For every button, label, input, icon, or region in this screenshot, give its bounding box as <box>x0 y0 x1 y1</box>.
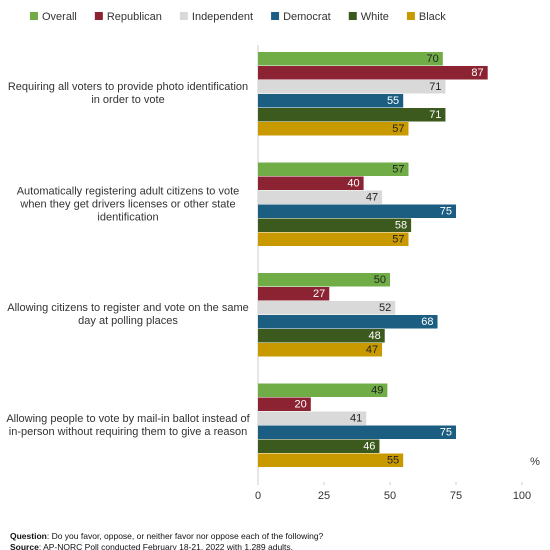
value-label: 87 <box>471 67 483 79</box>
value-label: 71 <box>429 81 441 93</box>
bar <box>258 383 388 397</box>
legend-swatch <box>348 12 357 20</box>
bar <box>258 162 409 176</box>
bar <box>258 397 311 411</box>
bar <box>258 176 364 190</box>
value-label: 55 <box>387 95 399 107</box>
value-label: 47 <box>366 191 378 203</box>
bar <box>258 218 412 232</box>
x-tick-label: 0 <box>255 490 261 502</box>
category-label: Allowing people to vote by mail-in ballo… <box>6 412 250 438</box>
bar <box>258 287 330 301</box>
unit-label: % <box>530 456 540 468</box>
legend-swatch <box>94 12 103 20</box>
bar <box>258 273 390 287</box>
bar <box>258 94 404 108</box>
legend-label: Black <box>419 11 446 23</box>
value-label: 71 <box>429 109 441 121</box>
value-label: 41 <box>350 412 362 424</box>
category-label: Allowing citizens to register and vote o… <box>7 302 249 327</box>
source: Source: AP-NORC Poll conducted February … <box>10 542 294 550</box>
bar <box>258 204 456 218</box>
value-label: 20 <box>295 398 307 410</box>
legend-swatch <box>271 12 280 20</box>
bar <box>258 439 380 453</box>
value-label: 50 <box>374 274 386 286</box>
value-label: 57 <box>392 233 404 245</box>
value-label: 75 <box>440 205 452 217</box>
value-label: 48 <box>368 330 380 342</box>
legend-label: Overall <box>42 11 77 23</box>
legend-label: Democrat <box>283 11 331 23</box>
value-label: 68 <box>421 316 433 328</box>
x-tick-label: 50 <box>384 490 396 502</box>
value-label: 58 <box>395 219 407 231</box>
bar <box>258 232 409 246</box>
footer: Question: Do you favor, oppose, or neith… <box>10 531 323 550</box>
bar <box>258 122 409 136</box>
question: Question: Do you favor, oppose, or neith… <box>10 531 324 541</box>
value-label: 40 <box>347 177 359 189</box>
legend-swatch <box>406 12 415 20</box>
bar <box>258 80 446 94</box>
value-label: 55 <box>387 454 399 466</box>
source-text: AP-NORC Poll conducted February 18-21, 2… <box>43 542 294 550</box>
value-label: 27 <box>313 288 325 300</box>
x-tick-label: 100 <box>513 490 531 502</box>
bar <box>258 411 367 425</box>
question-text: Do you favor, oppose, or neither favor n… <box>51 531 324 541</box>
bar <box>258 52 443 66</box>
legend-label: White <box>361 11 389 23</box>
bar <box>258 108 446 122</box>
legend-swatch <box>179 12 188 20</box>
x-tick-label: 75 <box>450 490 462 502</box>
category-label: Requiring all voters to provide photo id… <box>7 81 249 106</box>
bar <box>258 453 404 467</box>
x-tick-label: 25 <box>318 490 330 502</box>
question-label: Question <box>10 531 47 541</box>
legend-label: Republican <box>107 11 162 23</box>
bar <box>258 315 438 329</box>
bar <box>258 301 396 315</box>
value-label: 70 <box>427 53 439 65</box>
category-label: Automatically registering adult citizens… <box>16 185 240 223</box>
legend-label: Independent <box>192 11 253 23</box>
value-label: 46 <box>363 440 375 452</box>
source-label: Source <box>10 542 39 550</box>
value-label: 49 <box>371 384 383 396</box>
bar <box>258 425 456 439</box>
value-label: 57 <box>392 123 404 135</box>
value-label: 75 <box>440 426 452 438</box>
bar <box>258 66 488 80</box>
bar <box>258 343 383 357</box>
value-label: 47 <box>366 344 378 356</box>
value-label: 57 <box>392 163 404 175</box>
bar <box>258 329 385 343</box>
bar <box>258 190 383 204</box>
value-label: 52 <box>379 302 391 314</box>
legend-swatch <box>30 12 38 20</box>
